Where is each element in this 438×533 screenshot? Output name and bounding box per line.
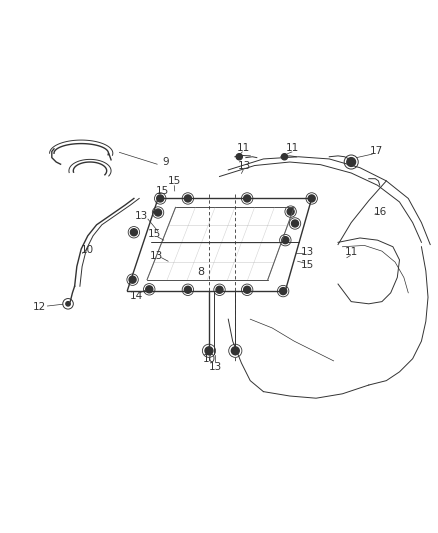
Text: 13: 13 (208, 361, 221, 372)
Text: 15: 15 (300, 260, 313, 270)
Text: 12: 12 (33, 302, 46, 312)
Text: 16: 16 (373, 207, 386, 217)
Circle shape (215, 286, 223, 293)
Text: 15: 15 (167, 176, 180, 187)
Text: 13: 13 (300, 247, 313, 256)
Circle shape (291, 220, 298, 227)
Circle shape (236, 154, 242, 160)
Circle shape (154, 209, 161, 216)
Text: 17: 17 (369, 146, 382, 156)
Text: 14: 14 (129, 292, 142, 301)
Circle shape (66, 302, 70, 306)
Circle shape (281, 154, 287, 160)
Text: 15: 15 (155, 185, 169, 196)
Text: 10: 10 (203, 354, 216, 364)
Circle shape (279, 288, 286, 295)
Text: 11: 11 (286, 143, 299, 154)
Text: 10: 10 (80, 245, 93, 255)
Circle shape (307, 195, 314, 202)
Circle shape (145, 286, 152, 293)
Text: 13: 13 (237, 161, 251, 171)
Circle shape (243, 195, 250, 202)
Circle shape (281, 237, 288, 244)
Text: 13: 13 (134, 212, 148, 221)
Text: 15: 15 (148, 229, 161, 239)
Circle shape (286, 208, 293, 215)
Text: 9: 9 (162, 157, 169, 167)
Text: 8: 8 (197, 267, 204, 277)
Circle shape (184, 286, 191, 293)
Text: 13: 13 (150, 251, 163, 261)
Circle shape (243, 286, 250, 293)
Circle shape (156, 195, 163, 202)
Circle shape (231, 347, 239, 355)
Text: 11: 11 (236, 143, 249, 154)
Circle shape (205, 347, 212, 355)
Circle shape (346, 158, 355, 166)
Text: 11: 11 (344, 247, 357, 257)
Circle shape (129, 276, 136, 283)
Circle shape (184, 195, 191, 202)
Circle shape (130, 229, 137, 236)
